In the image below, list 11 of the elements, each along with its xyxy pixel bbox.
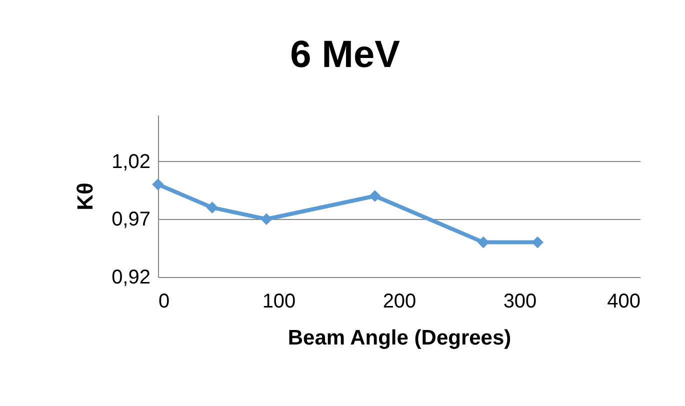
x-tick-label: 300 xyxy=(503,290,537,312)
y-axis-title: Kθ xyxy=(72,182,98,210)
x-tick-label: 400 xyxy=(607,290,640,312)
x-tick-label: 100 xyxy=(262,290,296,312)
x-tick-label: 200 xyxy=(382,290,416,312)
chart-title: 6 MeV xyxy=(290,34,401,76)
y-tick-label: 1,02 xyxy=(112,150,150,173)
x-axis-title: Beam Angle (Degrees) xyxy=(288,326,512,350)
y-tick-label: 0,97 xyxy=(112,208,150,231)
x-tick-label: 0 xyxy=(158,290,170,312)
y-tick-label: 0,92 xyxy=(112,266,150,288)
